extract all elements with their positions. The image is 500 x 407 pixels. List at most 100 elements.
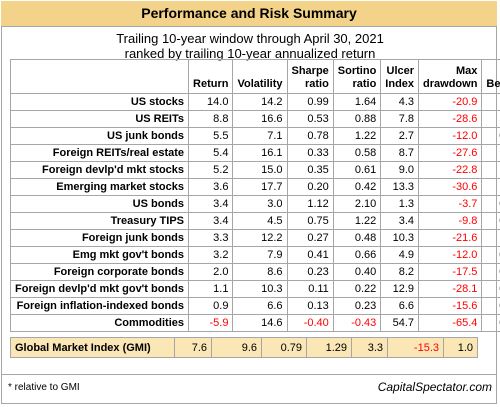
gmi-cell-volatility: 9.6 xyxy=(211,337,262,358)
header-return: Return xyxy=(188,59,234,94)
cell-max-drawdown: -65.4 xyxy=(418,314,483,332)
cell-max-drawdown: -17.5 xyxy=(418,263,483,281)
cell-sharpe-ratio: 0.20 xyxy=(286,178,334,196)
cell-ulcer-index: 8.2 xyxy=(380,263,420,281)
cell-sortino-ratio: -0.43 xyxy=(332,314,382,332)
cell-sortino-ratio: 0.61 xyxy=(332,161,382,179)
cell-sharpe-ratio: 0.35 xyxy=(286,161,334,179)
cell-sortino-ratio: 0.22 xyxy=(332,280,382,298)
gmi-cell-ulcer-index: 3.3 xyxy=(351,337,388,358)
row-asset-name: Foreign devlp'd mkt stocks xyxy=(9,161,190,179)
gmi-summary-row: Global Market Index (GMI) 7.6 9.6 0.79 1.29… xyxy=(10,337,478,358)
cell-volatility: 14.6 xyxy=(232,314,288,332)
cell-return: 2.0 xyxy=(188,263,234,281)
cell-max-drawdown: -9.8 xyxy=(418,212,483,230)
header-beta: Beta* xyxy=(481,59,500,94)
cell-beta: 0.3 xyxy=(481,297,500,315)
table-row: Foreign junk bonds 3.3 12.2 0.27 0.48 10.3 -21… xyxy=(9,229,500,247)
cell-max-drawdown: -12.0 xyxy=(418,246,483,264)
cell-max-drawdown: -3.7 xyxy=(418,195,483,213)
header-asset-class xyxy=(9,59,190,94)
cell-volatility: 14.2 xyxy=(232,93,288,111)
gmi-cell-sortino-ratio: 1.29 xyxy=(306,337,352,358)
cell-volatility: 17.7 xyxy=(232,178,288,196)
cell-sharpe-ratio: 1.12 xyxy=(286,195,334,213)
cell-max-drawdown: -21.6 xyxy=(418,229,483,247)
cell-beta: 1.0 xyxy=(481,229,500,247)
cell-volatility: 4.5 xyxy=(232,212,288,230)
cell-ulcer-index: 12.9 xyxy=(380,280,420,298)
gmi-cell-sharpe-ratio: 0.79 xyxy=(261,337,307,358)
cell-ulcer-index: 7.8 xyxy=(380,110,420,128)
cell-beta: 0.8 xyxy=(481,314,500,332)
cell-volatility: 15.0 xyxy=(232,161,288,179)
cell-return: 3.3 xyxy=(188,229,234,247)
row-asset-name: US stocks xyxy=(9,93,190,111)
table-row: Foreign REITs/real estate 5.4 16.1 0.33 0.58… xyxy=(9,144,500,162)
cell-max-drawdown: -30.6 xyxy=(418,178,483,196)
cell-sharpe-ratio: 0.41 xyxy=(286,246,334,264)
cell-volatility: 12.2 xyxy=(232,229,288,247)
cell-return: 1.1 xyxy=(188,280,234,298)
cell-ulcer-index: 10.3 xyxy=(380,229,420,247)
cell-sharpe-ratio: 0.13 xyxy=(286,297,334,315)
cell-sharpe-ratio: 0.33 xyxy=(286,144,334,162)
cell-sortino-ratio: 2.10 xyxy=(332,195,382,213)
row-asset-name: Foreign corporate bonds xyxy=(9,263,190,281)
cell-return: 3.4 xyxy=(188,195,234,213)
cell-beta: 0.0 xyxy=(481,195,500,213)
row-asset-name: Emerging market stocks xyxy=(9,178,190,196)
cell-sharpe-ratio: 0.78 xyxy=(286,127,334,145)
table-header-row: Return Volatility Sharpe ratio Sortino rat… xyxy=(9,59,500,94)
cell-beta: 0.5 xyxy=(481,246,500,264)
cell-volatility: 3.0 xyxy=(232,195,288,213)
subtitle-window: Trailing 10-year window through April 30… xyxy=(116,31,384,46)
cell-return: 14.0 xyxy=(188,93,234,111)
cell-sharpe-ratio: 0.11 xyxy=(286,280,334,298)
cell-sortino-ratio: 0.88 xyxy=(332,110,382,128)
cell-beta: 1.5 xyxy=(481,161,500,179)
cell-sharpe-ratio: 0.23 xyxy=(286,263,334,281)
row-asset-name: Commodities xyxy=(9,314,190,332)
table-row: Foreign inflation-indexed bonds 0.9 6.6 0.1… xyxy=(9,297,500,315)
cell-volatility: 10.3 xyxy=(232,280,288,298)
gmi-row: Global Market Index (GMI) 7.6 9.6 0.79 1.29… xyxy=(10,337,478,358)
row-asset-name: US bonds xyxy=(9,195,190,213)
table-row: Emg mkt gov't bonds 3.2 7.9 0.41 0.66 4.9 -12.… xyxy=(9,246,500,264)
cell-beta: 0.6 xyxy=(481,127,500,145)
cell-return: 5.2 xyxy=(188,161,234,179)
row-asset-name: Emg mkt gov't bonds xyxy=(9,246,190,264)
cell-sortino-ratio: 1.22 xyxy=(332,212,382,230)
gmi-cell-return: 7.6 xyxy=(174,337,212,358)
cell-sortino-ratio: 0.40 xyxy=(332,263,382,281)
cell-return: -5.9 xyxy=(188,314,234,332)
cell-volatility: 7.1 xyxy=(232,127,288,145)
cell-sharpe-ratio: -0.40 xyxy=(286,314,334,332)
cell-ulcer-index: 13.3 xyxy=(380,178,420,196)
cell-ulcer-index: 1.3 xyxy=(380,195,420,213)
row-asset-name: Foreign inflation-indexed bonds xyxy=(9,297,190,315)
row-asset-name: US junk bonds xyxy=(9,127,190,145)
cell-ulcer-index: 54.7 xyxy=(380,314,420,332)
cell-ulcer-index: 3.4 xyxy=(380,212,420,230)
performance-table: Return Volatility Sharpe ratio Sortino rat… xyxy=(9,59,500,332)
gmi-cell-beta: 1.0 xyxy=(443,337,478,358)
cell-sharpe-ratio: 0.99 xyxy=(286,93,334,111)
cell-beta: 1.5 xyxy=(481,178,500,196)
cell-volatility: 16.6 xyxy=(232,110,288,128)
cell-ulcer-index: 4.3 xyxy=(380,93,420,111)
row-asset-name: Foreign devlp'd mkt gov't bonds xyxy=(9,280,190,298)
cell-return: 5.4 xyxy=(188,144,234,162)
row-asset-name: Foreign REITs/real estate xyxy=(9,144,190,162)
page-title: Performance and Risk Summary xyxy=(1,1,497,27)
cell-volatility: 7.9 xyxy=(232,246,288,264)
cell-sortino-ratio: 0.23 xyxy=(332,297,382,315)
cell-max-drawdown: -22.8 xyxy=(418,161,483,179)
table-row: Emerging market stocks 3.6 17.7 0.20 0.42 13.… xyxy=(9,178,500,196)
header-ulcer: Ulcer Index xyxy=(380,59,420,94)
cell-return: 0.9 xyxy=(188,297,234,315)
